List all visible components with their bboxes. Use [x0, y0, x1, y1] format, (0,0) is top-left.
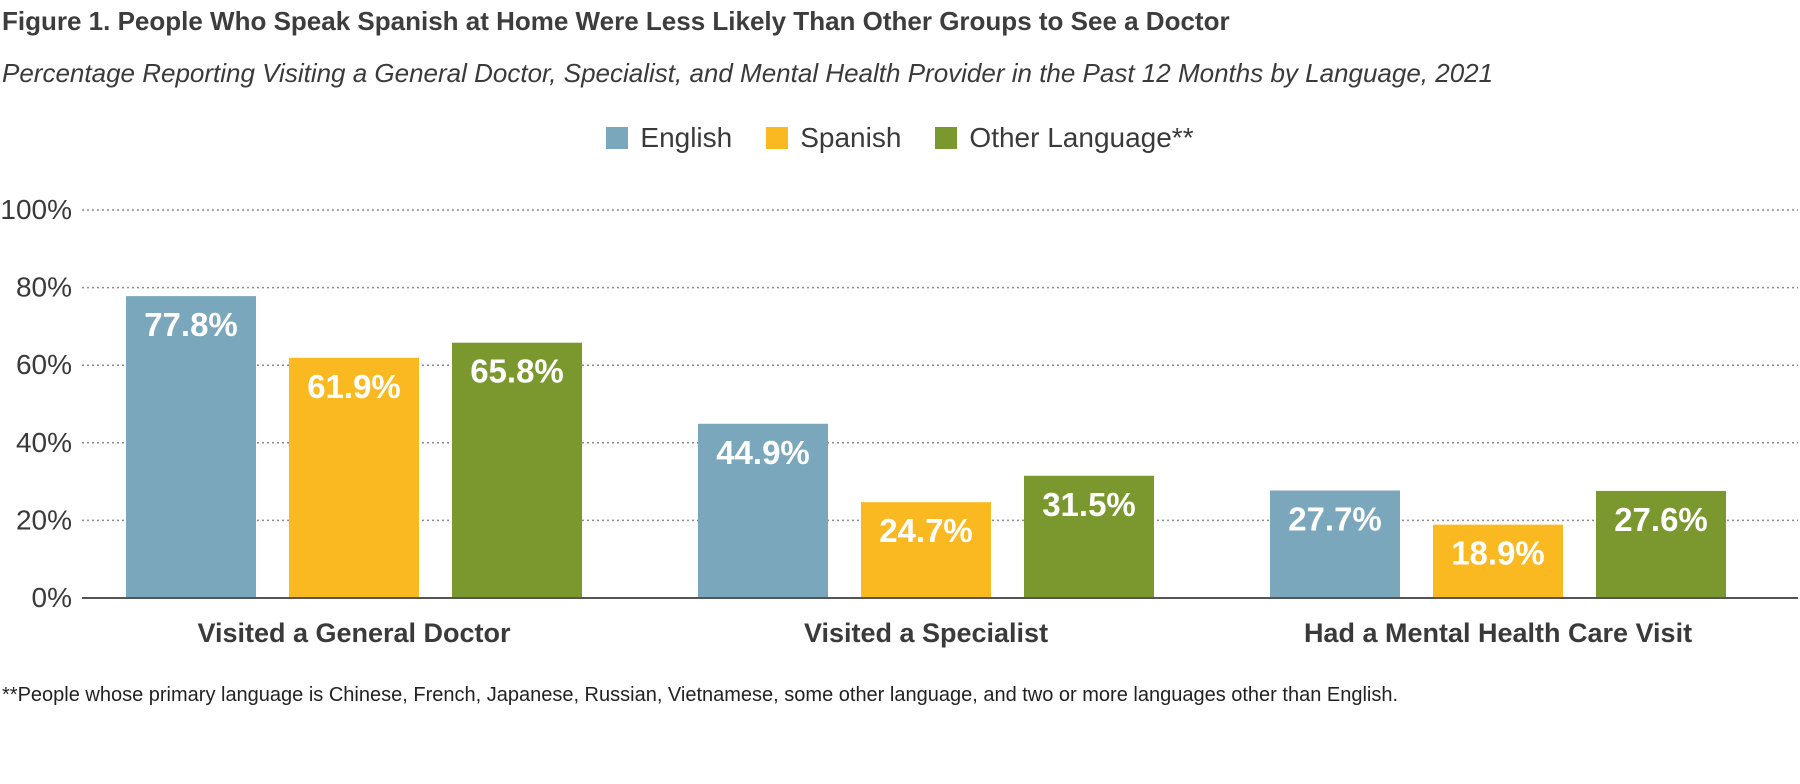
bar: [1024, 475, 1154, 598]
y-tick-label: 40%: [16, 427, 72, 458]
legend-label-other: Other Language**: [969, 122, 1194, 153]
bar-chart: 0% 20% 40% 60% 80% 100% 77.8% 61.9% 65.8% Visited…: [0, 194, 1798, 648]
y-tick-label: 60%: [16, 349, 72, 380]
bar-value-label: 31.5%: [1042, 486, 1136, 523]
legend-label-english: English: [640, 122, 733, 153]
chart-title: Figure 1. People Who Speak Spanish at Ho…: [2, 6, 1230, 36]
bar-value-label: 27.7%: [1288, 501, 1382, 538]
legend-swatch-spanish: [766, 127, 789, 149]
bar-value-label: 65.8%: [470, 353, 564, 390]
x-category-label: Visited a General Doctor: [197, 618, 511, 648]
y-tick-label: 80%: [16, 272, 72, 303]
y-tick-label: 100%: [0, 194, 72, 225]
bar: [1433, 524, 1563, 598]
legend-item-other: Other Language**: [935, 122, 1194, 154]
legend-item-spanish: Spanish: [766, 122, 901, 154]
legend-swatch-english: [606, 127, 629, 149]
footnote: **People whose primary language is Chine…: [2, 684, 1399, 706]
bar: [1596, 490, 1726, 598]
bar: [126, 296, 256, 598]
bar-value-label: 61.9%: [307, 368, 401, 405]
bar-value-label: 27.6%: [1614, 501, 1708, 538]
bar-value-label: 44.9%: [716, 434, 810, 471]
bar: [698, 423, 828, 598]
x-category-label: Visited a Specialist: [804, 618, 1048, 648]
y-tick-label: 0%: [32, 582, 72, 613]
legend: English Spanish Other Language**: [0, 122, 1800, 154]
bar: [452, 342, 582, 598]
bar-value-label: 18.9%: [1451, 535, 1545, 572]
bar-value-label: 77.8%: [144, 306, 238, 343]
legend-label-spanish: Spanish: [800, 122, 902, 153]
bar-value-label: 24.7%: [879, 512, 973, 549]
legend-item-english: English: [606, 122, 732, 154]
y-tick-label: 20%: [16, 504, 72, 535]
chart-subtitle: Percentage Reporting Visiting a General …: [2, 58, 1494, 88]
legend-swatch-other: [935, 127, 958, 149]
bar: [861, 502, 991, 598]
bar: [289, 357, 419, 598]
bar: [1270, 490, 1400, 598]
x-category-label: Had a Mental Health Care Visit: [1304, 618, 1692, 648]
